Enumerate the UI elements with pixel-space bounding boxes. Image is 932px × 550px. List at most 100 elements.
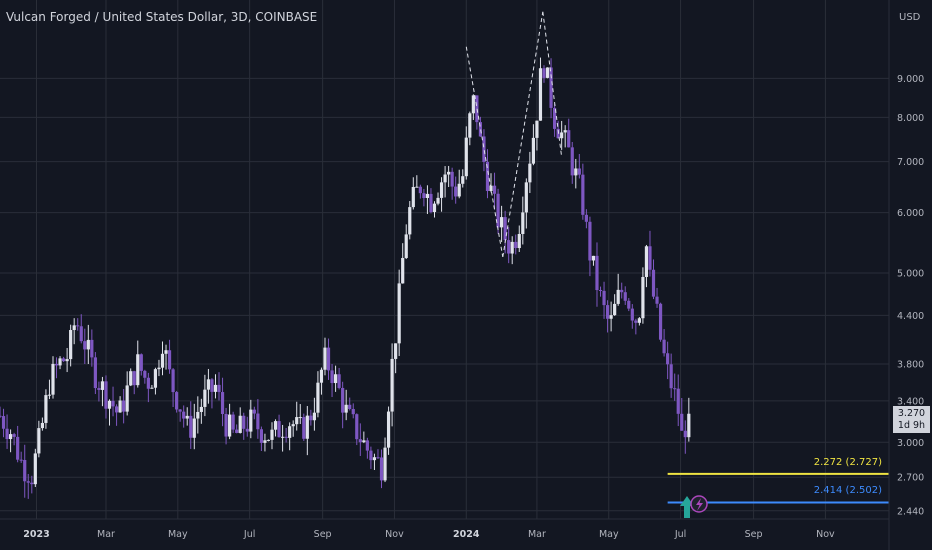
candle-body bbox=[471, 95, 475, 114]
candle-body bbox=[372, 457, 377, 461]
y-tick-label: 9.000 bbox=[897, 74, 924, 85]
candle-body bbox=[213, 384, 218, 392]
candle-body bbox=[394, 343, 398, 359]
candle-body bbox=[415, 186, 419, 188]
candle-body bbox=[139, 354, 143, 371]
candle-body bbox=[584, 214, 588, 222]
candle-body bbox=[210, 379, 214, 392]
candle-body bbox=[164, 350, 168, 354]
candle-body bbox=[298, 417, 302, 419]
candle-body bbox=[443, 174, 447, 183]
candle-body bbox=[284, 436, 288, 438]
candle-body bbox=[517, 233, 521, 249]
candle-body bbox=[26, 481, 30, 483]
candle-body bbox=[217, 384, 221, 393]
candle-body bbox=[680, 413, 684, 431]
candle-body bbox=[280, 436, 285, 438]
candle-body bbox=[76, 325, 80, 327]
candle-body bbox=[132, 371, 136, 386]
candle-body bbox=[277, 421, 281, 438]
chart-title: Vulcan Forged / United States Dollar, 3D… bbox=[6, 10, 318, 24]
time-axis[interactable]: 2023 Mar May Jul Sep Nov 2024 Mar May Jul Sep Nov bbox=[23, 529, 835, 540]
candle-body bbox=[510, 241, 514, 254]
candle-body bbox=[86, 339, 90, 350]
candle-body bbox=[351, 409, 355, 415]
candle-body bbox=[333, 374, 338, 384]
x-tick-label: Jul bbox=[674, 529, 686, 540]
candle-body bbox=[450, 171, 454, 187]
candle-body bbox=[535, 120, 539, 138]
candle-body bbox=[496, 193, 500, 228]
x-tick-label: Sep bbox=[745, 529, 763, 540]
candle-body bbox=[270, 429, 274, 440]
candle-body bbox=[245, 428, 249, 432]
candle-body bbox=[485, 161, 490, 192]
candle-body bbox=[531, 137, 535, 164]
candle-body bbox=[93, 357, 97, 389]
currency-label[interactable]: USD bbox=[899, 12, 921, 23]
candle-body bbox=[150, 387, 154, 389]
candle-body bbox=[266, 439, 271, 441]
candle-body bbox=[220, 392, 225, 414]
candle-body bbox=[641, 276, 645, 319]
x-tick-label: Mar bbox=[97, 529, 115, 540]
candle-body bbox=[97, 388, 101, 390]
candle-body bbox=[475, 95, 479, 123]
candle-body bbox=[422, 193, 426, 199]
candle-body bbox=[295, 417, 299, 425]
candle-body bbox=[167, 350, 172, 370]
candle-body bbox=[500, 217, 504, 228]
candle-body bbox=[0, 415, 2, 417]
candle-body bbox=[651, 269, 656, 297]
candle-body bbox=[100, 381, 105, 390]
candle-body bbox=[644, 246, 649, 277]
candle-body bbox=[401, 257, 405, 284]
candle-body bbox=[185, 415, 189, 419]
candle-body bbox=[620, 289, 624, 293]
last-price-tag: 3.270 1d 9h bbox=[893, 405, 930, 433]
candle-body bbox=[302, 417, 306, 439]
candle-body bbox=[666, 353, 670, 365]
zigzag-drawing[interactable] bbox=[465, 11, 563, 257]
candle-body bbox=[111, 400, 115, 407]
candle-body bbox=[160, 353, 165, 368]
candle-body bbox=[235, 429, 239, 433]
candle-body bbox=[669, 364, 673, 389]
y-tick-label: 4.400 bbox=[897, 311, 924, 322]
candle-body bbox=[54, 363, 59, 366]
candle-body bbox=[542, 68, 546, 78]
candle-body bbox=[439, 182, 444, 198]
candle-body bbox=[72, 325, 76, 331]
candle-body bbox=[662, 339, 666, 354]
candle-body bbox=[319, 369, 324, 383]
candle-body bbox=[524, 182, 528, 213]
candle-body bbox=[468, 113, 472, 138]
candle-body bbox=[514, 241, 518, 249]
candle-body bbox=[683, 430, 687, 438]
x-tick-label: Mar bbox=[528, 529, 546, 540]
price-axis[interactable]: 9.000 8.000 7.000 6.000 5.000 4.400 3.800 3.400… bbox=[897, 74, 924, 517]
y-tick-label: 6.000 bbox=[897, 208, 924, 219]
x-tick-label: 2023 bbox=[23, 529, 49, 540]
candle-body bbox=[552, 107, 557, 129]
candle-body bbox=[630, 308, 634, 321]
candle-body bbox=[249, 409, 253, 432]
zigzag-segment bbox=[502, 11, 544, 257]
candle-body bbox=[65, 359, 69, 362]
candle-body bbox=[457, 183, 461, 197]
signal-markers bbox=[680, 495, 708, 518]
candle-body bbox=[19, 459, 23, 461]
candle-body bbox=[83, 341, 87, 350]
candle-body bbox=[655, 296, 659, 304]
candle-body bbox=[673, 388, 677, 390]
candle-body bbox=[337, 374, 341, 388]
y-tick-label: 3.400 bbox=[897, 396, 924, 407]
candle-body bbox=[574, 168, 578, 176]
candle-body bbox=[47, 394, 52, 396]
y-tick-label: 5.000 bbox=[897, 269, 924, 280]
candle-body bbox=[676, 388, 680, 414]
x-tick-label: May bbox=[168, 529, 188, 540]
candle-body bbox=[122, 400, 126, 412]
candle-body bbox=[118, 400, 122, 413]
